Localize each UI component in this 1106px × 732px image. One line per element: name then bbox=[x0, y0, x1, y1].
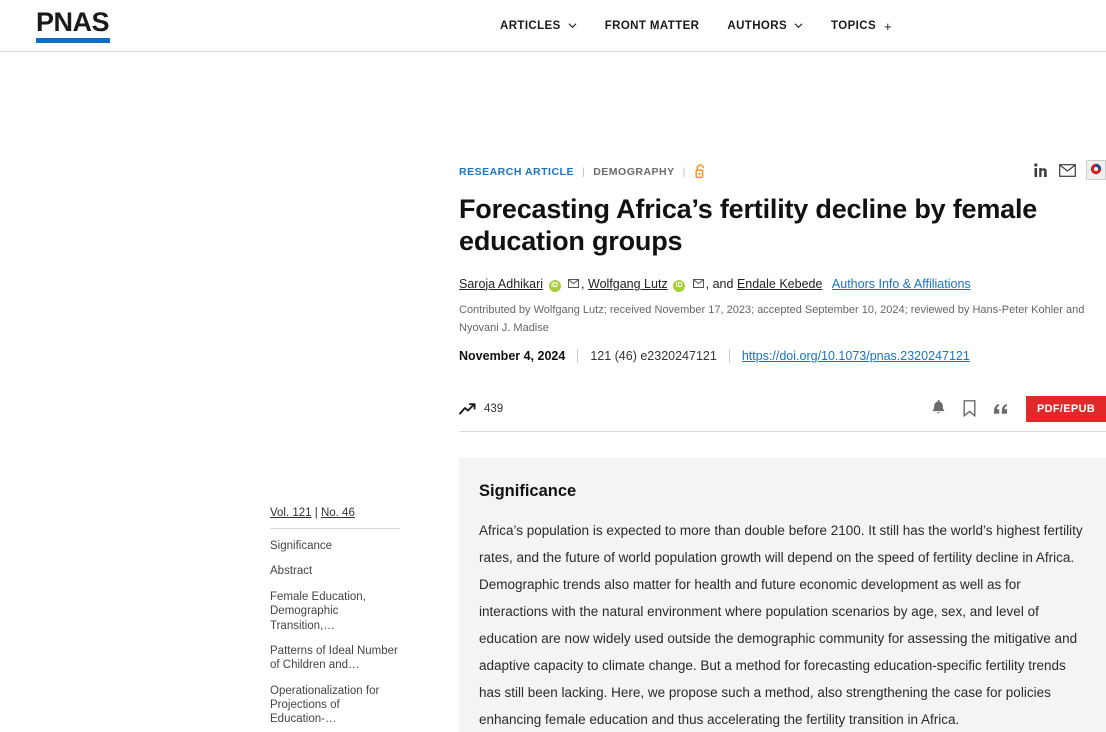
toc-item-female-education[interactable]: Female Education, Demographic Transition… bbox=[270, 590, 366, 632]
chevron-down-icon bbox=[794, 22, 803, 28]
article-header: RESEARCH ARTICLE | DEMOGRAPHY | bbox=[459, 160, 1106, 363]
open-access-lock-icon[interactable] bbox=[694, 164, 707, 179]
volume-link[interactable]: Vol. 121 bbox=[270, 507, 312, 519]
page-title: Forecasting Africa’s fertility decline b… bbox=[459, 194, 1038, 257]
article-type-link[interactable]: RESEARCH ARTICLE bbox=[459, 165, 574, 178]
divider bbox=[270, 528, 400, 529]
chevron-down-icon bbox=[568, 22, 577, 28]
nav-item-authors[interactable]: AUTHORS bbox=[727, 20, 803, 32]
metrics-indicator[interactable]: 439 bbox=[459, 403, 503, 415]
article-kicker: RESEARCH ARTICLE | DEMOGRAPHY | bbox=[459, 160, 1106, 180]
pdf-epub-button[interactable]: PDF/EPUB bbox=[1025, 395, 1106, 422]
toc-item-operationalization[interactable]: Operationalization for Projections of Ed… bbox=[270, 684, 380, 726]
author-link-1[interactable]: Saroja Adhikari bbox=[459, 276, 544, 291]
kicker-separator: | bbox=[581, 165, 586, 178]
quote-icon[interactable] bbox=[993, 402, 1009, 415]
toc-item-abstract[interactable]: Abstract bbox=[270, 565, 313, 578]
logo-text: PNAS bbox=[36, 7, 110, 37]
citation-reference: 121 (46) e2320247121 bbox=[577, 348, 729, 363]
email-icon[interactable] bbox=[1059, 163, 1076, 177]
linkedin-icon[interactable] bbox=[1034, 162, 1049, 178]
site-header: PNAS ARTICLES FRONT MATTER AUTHORS TOPIC… bbox=[0, 0, 1106, 52]
toc-list: Significance Abstract Female Education, … bbox=[270, 539, 402, 732]
pnas-logo[interactable]: PNAS bbox=[36, 7, 110, 44]
logo-accent-bar bbox=[36, 38, 110, 44]
publication-date: November 4, 2024 bbox=[459, 348, 566, 363]
authors-comma: , bbox=[581, 276, 588, 291]
main-navigation: ARTICLES FRONT MATTER AUTHORS TOPICS + bbox=[500, 0, 892, 52]
toc-item-significance[interactable]: Significance bbox=[270, 540, 333, 552]
author-link-2[interactable]: Wolfgang Lutz bbox=[588, 276, 668, 291]
share-icons bbox=[1034, 160, 1106, 180]
article-actions: PDF/EPUB bbox=[931, 395, 1106, 422]
nav-item-label: FRONT MATTER bbox=[604, 20, 700, 32]
nav-item-articles[interactable]: ARTICLES bbox=[500, 20, 577, 32]
orcid-icon[interactable]: iD bbox=[673, 279, 686, 292]
author-email-icon[interactable] bbox=[692, 275, 704, 294]
volume-separator: | bbox=[311, 507, 321, 519]
orcid-icon[interactable]: iD bbox=[548, 279, 561, 292]
bookmark-icon[interactable] bbox=[963, 400, 976, 417]
page-body: Vol. 121 | No. 46 Significance Abstract … bbox=[0, 52, 1106, 732]
author-email-icon[interactable] bbox=[568, 275, 580, 294]
article-action-bar: 439 PDF/EPUB bbox=[459, 386, 1106, 432]
nav-item-front-matter[interactable]: FRONT MATTER bbox=[605, 20, 700, 32]
article-subject-link[interactable]: DEMOGRAPHY bbox=[593, 165, 675, 178]
authors-info-affiliations-link[interactable]: Authors Info & Affiliations bbox=[831, 276, 971, 291]
authors-line: Saroja Adhikari iD , Wolfgang Lutz iD , … bbox=[459, 275, 1106, 294]
significance-section: Significance Africa’s population is expe… bbox=[459, 458, 1106, 732]
authors-conjunction: , and bbox=[705, 276, 737, 291]
bell-icon[interactable] bbox=[931, 400, 946, 417]
plus-icon: + bbox=[884, 18, 893, 34]
trending-up-icon bbox=[459, 402, 476, 414]
nav-item-label: ARTICLES bbox=[500, 20, 561, 32]
nav-item-topics[interactable]: TOPICS + bbox=[831, 19, 892, 34]
crossmark-icon[interactable] bbox=[1086, 160, 1106, 180]
volume-issue-line: Vol. 121 | No. 46 bbox=[270, 507, 402, 519]
nav-item-label: AUTHORS bbox=[727, 20, 788, 32]
author-link-3[interactable]: Endale Kebede bbox=[736, 276, 823, 291]
kicker-separator: | bbox=[682, 165, 686, 178]
table-of-contents-sidebar: Vol. 121 | No. 46 Significance Abstract … bbox=[270, 507, 402, 732]
issue-link[interactable]: No. 46 bbox=[320, 507, 355, 519]
doi-link[interactable]: https://doi.org/10.1073/pnas.2320247121 bbox=[728, 348, 970, 363]
toc-item-patterns-ideal-number[interactable]: Patterns of Ideal Number of Children and… bbox=[270, 644, 398, 672]
metrics-count: 439 bbox=[484, 402, 504, 415]
publication-info: November 4, 2024 121 (46) e2320247121 ht… bbox=[459, 348, 1106, 363]
nav-item-label: TOPICS bbox=[831, 20, 877, 32]
significance-body: Africa’s population is expected to more … bbox=[479, 523, 1083, 727]
significance-heading: Significance bbox=[479, 482, 577, 500]
contributed-statement: Contributed by Wolfgang Lutz; received N… bbox=[459, 303, 1085, 334]
